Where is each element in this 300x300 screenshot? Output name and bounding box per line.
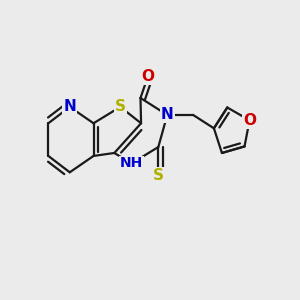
Text: O: O: [141, 69, 154, 84]
Text: S: S: [153, 168, 164, 183]
Text: S: S: [115, 99, 126, 114]
Text: N: N: [161, 107, 174, 122]
Text: O: O: [243, 113, 256, 128]
Text: N: N: [63, 99, 76, 114]
Text: NH: NH: [120, 156, 143, 170]
